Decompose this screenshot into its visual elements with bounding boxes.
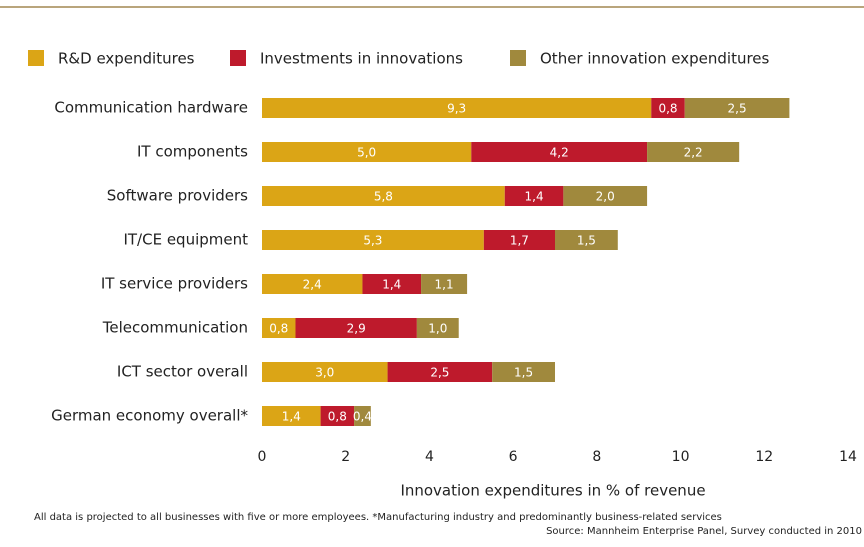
data-label: 0,8 (269, 322, 288, 336)
legend-label: R&D expenditures (58, 50, 195, 68)
data-label: 2,0 (596, 190, 615, 204)
y-tick-label: German economy overall* (51, 407, 248, 425)
x-tick-label: 12 (755, 449, 773, 465)
bar-segment (262, 186, 505, 206)
y-tick-label: ICT sector overall (117, 363, 248, 381)
data-label: 0,8 (328, 410, 347, 424)
bar-segment (483, 230, 555, 250)
x-axis-label: Innovation expenditures in % of revenue (400, 482, 705, 500)
bar-segment (262, 406, 321, 426)
y-tick-label: IT service providers (101, 275, 248, 293)
data-label: 2,5 (728, 102, 747, 116)
data-label: 9,3 (447, 102, 466, 116)
data-label: 1,4 (282, 410, 301, 424)
y-tick-label: Communication hardware (54, 99, 248, 117)
data-label: 1,5 (577, 234, 596, 248)
data-label: 0,8 (658, 102, 677, 116)
legend-swatch (28, 50, 44, 66)
footnote: All data is projected to all businesses … (34, 512, 722, 523)
y-tick-label: Telecommunication (102, 319, 248, 337)
data-label: 2,2 (684, 146, 703, 160)
data-label: 5,0 (357, 146, 376, 160)
bar-segment (421, 274, 468, 294)
bar-segment (471, 142, 648, 162)
bar-segment (504, 186, 564, 206)
x-tick-label: 0 (258, 449, 267, 465)
y-tick-label: IT/CE equipment (123, 231, 248, 249)
y-tick-label: IT components (137, 143, 248, 161)
bar-segment (647, 142, 740, 162)
x-tick-label: 6 (509, 449, 518, 465)
bar-segment (295, 318, 417, 338)
data-label: 1,1 (435, 278, 454, 292)
data-label: 1,4 (525, 190, 544, 204)
bar-segment (262, 318, 296, 338)
data-label: 2,5 (430, 366, 449, 380)
x-tick-label: 14 (839, 449, 857, 465)
bar-segment (362, 274, 422, 294)
bar-segment (262, 230, 484, 250)
data-label: 2,4 (303, 278, 322, 292)
x-tick-label: 10 (672, 449, 690, 465)
data-label: 3,0 (315, 366, 334, 380)
bar-segment (262, 142, 472, 162)
data-label: 1,4 (382, 278, 401, 292)
bar-segment (492, 362, 555, 382)
data-label: 2,9 (347, 322, 366, 336)
legend-label: Other innovation expenditures (540, 50, 770, 68)
data-label: 1,5 (514, 366, 533, 380)
bar-segment (354, 406, 371, 426)
data-label: 5,3 (363, 234, 382, 248)
bar-segment (262, 274, 363, 294)
data-label: 5,8 (374, 190, 393, 204)
bar-segment (262, 98, 652, 118)
data-label: 1,0 (428, 322, 447, 336)
x-tick-label: 2 (341, 449, 350, 465)
bar-segment (416, 318, 459, 338)
data-label: 4,2 (550, 146, 569, 160)
bar-segment (262, 362, 388, 382)
data-label: 0,4 (353, 410, 372, 424)
x-tick-label: 8 (592, 449, 601, 465)
bar-segment (320, 406, 355, 426)
source-note: Source: Mannheim Enterprise Panel, Surve… (546, 526, 862, 537)
legend-swatch (230, 50, 246, 66)
legend-label: Investments in innovations (260, 50, 463, 68)
bar-segment (684, 98, 790, 118)
bar-segment (563, 186, 648, 206)
legend-swatch (510, 50, 526, 66)
bar-segment (651, 98, 685, 118)
y-tick-label: Software providers (107, 187, 248, 205)
bar-segment (555, 230, 618, 250)
x-tick-label: 4 (425, 449, 434, 465)
data-label: 1,7 (510, 234, 529, 248)
bar-segment (387, 362, 493, 382)
